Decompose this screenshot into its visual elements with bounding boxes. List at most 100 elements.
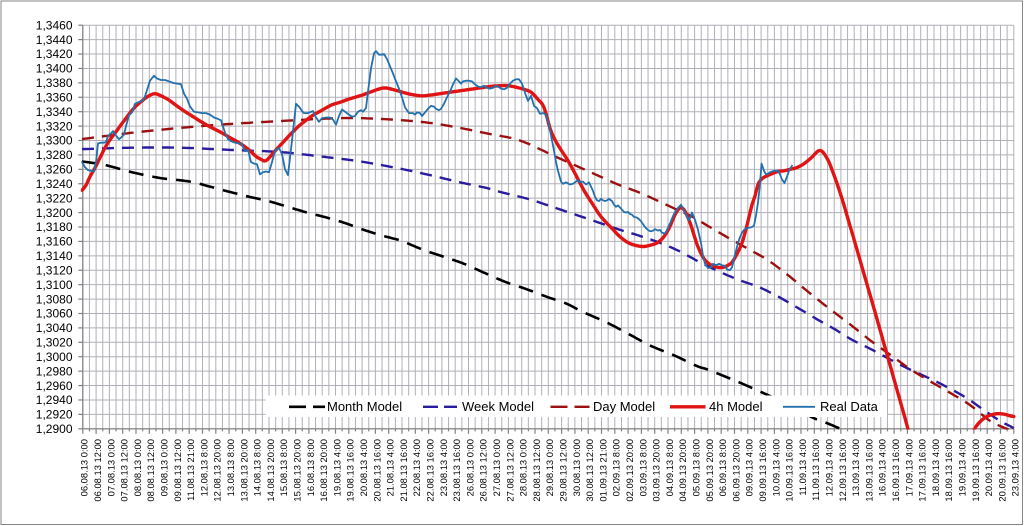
svg-text:1,2900: 1,2900 <box>36 422 73 436</box>
svg-text:1,3160: 1,3160 <box>36 235 73 249</box>
svg-text:06.09.13 8:00: 06.09.13 8:00 <box>717 439 728 496</box>
svg-text:21.08.13 4:00: 21.08.13 4:00 <box>385 439 396 496</box>
svg-text:09.09.13 4:00: 09.09.13 4:00 <box>744 439 755 496</box>
svg-text:10.09.13 16:00: 10.09.13 16:00 <box>784 439 795 502</box>
svg-text:19.09.13 16:00: 19.09.13 16:00 <box>970 439 981 502</box>
svg-text:1,3320: 1,3320 <box>36 119 73 133</box>
svg-text:12.08.13 8:00: 12.08.13 8:00 <box>198 439 209 496</box>
svg-text:09.08.13 12:00: 09.08.13 12:00 <box>172 439 183 502</box>
svg-text:14.08.13 20:00: 14.08.13 20:00 <box>265 439 276 502</box>
svg-text:1,3420: 1,3420 <box>36 47 73 61</box>
svg-text:1,3180: 1,3180 <box>36 220 73 234</box>
svg-text:1,3100: 1,3100 <box>36 278 73 292</box>
svg-text:09.08.13 0:00: 09.08.13 0:00 <box>159 439 170 496</box>
svg-text:03.09.13 20:00: 03.09.13 20:00 <box>651 439 662 502</box>
svg-text:07.08.13 0:00: 07.08.13 0:00 <box>105 439 116 496</box>
svg-text:16.08.13 20:00: 16.08.13 20:00 <box>318 439 329 502</box>
svg-text:1,3000: 1,3000 <box>36 350 73 364</box>
svg-text:08.08.13 12:00: 08.08.13 12:00 <box>145 439 156 502</box>
svg-text:06.08.13 0:00: 06.08.13 0:00 <box>79 439 90 496</box>
svg-text:28.08.13 0:00: 28.08.13 0:00 <box>518 439 529 496</box>
svg-text:1,3220: 1,3220 <box>36 191 73 205</box>
svg-text:1,3080: 1,3080 <box>36 292 73 306</box>
svg-text:18.09.13 4:00: 18.09.13 4:00 <box>930 439 941 496</box>
svg-text:Real Data: Real Data <box>820 399 879 414</box>
svg-text:28.08.13 12:00: 28.08.13 12:00 <box>531 439 542 502</box>
svg-text:02.09.13 8:00: 02.09.13 8:00 <box>611 439 622 496</box>
svg-text:27.08.13 0:00: 27.08.13 0:00 <box>491 439 502 496</box>
svg-text:15.08.13 8:00: 15.08.13 8:00 <box>278 439 289 496</box>
svg-text:13.09.13 4:00: 13.09.13 4:00 <box>850 439 861 496</box>
svg-text:29.08.13 0:00: 29.08.13 0:00 <box>544 439 555 496</box>
svg-text:11.09.13 4:00: 11.09.13 4:00 <box>797 439 808 496</box>
svg-text:1,3280: 1,3280 <box>36 148 73 162</box>
svg-text:Day Model: Day Model <box>593 399 655 414</box>
svg-text:05.09.13 20:00: 05.09.13 20:00 <box>704 439 715 502</box>
svg-text:20.09.13 16:00: 20.09.13 16:00 <box>996 439 1007 502</box>
svg-text:19.08.13 4:00: 19.08.13 4:00 <box>331 439 342 496</box>
svg-text:1,3240: 1,3240 <box>36 177 73 191</box>
svg-text:26.08.13 0:00: 26.08.13 0:00 <box>464 439 475 496</box>
svg-text:19.08.13 16:00: 19.08.13 16:00 <box>345 439 356 502</box>
svg-text:1,3200: 1,3200 <box>36 206 73 220</box>
svg-text:13.09.13 16:00: 13.09.13 16:00 <box>863 439 874 502</box>
svg-text:13.08.13 8:00: 13.08.13 8:00 <box>225 439 236 496</box>
svg-text:1,2920: 1,2920 <box>36 408 73 422</box>
svg-text:1,3440: 1,3440 <box>36 33 73 47</box>
svg-text:07.08.13 12:00: 07.08.13 12:00 <box>119 439 130 502</box>
svg-text:11.09.13 16:00: 11.09.13 16:00 <box>810 439 821 501</box>
svg-text:21.08.13 16:00: 21.08.13 16:00 <box>398 439 409 502</box>
svg-text:14.08.13 8:00: 14.08.13 8:00 <box>252 439 263 496</box>
svg-text:Month Model: Month Model <box>327 399 402 414</box>
svg-text:1,3340: 1,3340 <box>36 105 73 119</box>
svg-text:1,3120: 1,3120 <box>36 263 73 277</box>
svg-text:1,2980: 1,2980 <box>36 364 73 378</box>
svg-text:02.09.13 20:00: 02.09.13 20:00 <box>624 439 635 502</box>
svg-text:30.08.13 12:00: 30.08.13 12:00 <box>584 439 595 502</box>
svg-text:20.08.13 16:00: 20.08.13 16:00 <box>371 439 382 502</box>
svg-text:23.09.13 4:00: 23.09.13 4:00 <box>1010 439 1021 496</box>
svg-text:19.09.13 4:00: 19.09.13 4:00 <box>957 439 968 496</box>
svg-text:05.09.13 8:00: 05.09.13 8:00 <box>691 439 702 496</box>
svg-text:12.09.13 16:00: 12.09.13 16:00 <box>837 439 848 502</box>
svg-text:12.08.13 20:00: 12.08.13 20:00 <box>212 439 223 502</box>
svg-text:16.08.13 8:00: 16.08.13 8:00 <box>305 439 316 496</box>
svg-text:4h Model: 4h Model <box>709 399 763 414</box>
svg-text:17.09.13 4:00: 17.09.13 4:00 <box>903 439 914 496</box>
svg-text:Week Model: Week Model <box>462 399 534 414</box>
svg-text:06.09.13 20:00: 06.09.13 20:00 <box>730 439 741 502</box>
svg-text:1,3400: 1,3400 <box>36 62 73 76</box>
svg-text:1,2960: 1,2960 <box>36 379 73 393</box>
svg-text:09.09.13 16:00: 09.09.13 16:00 <box>757 439 768 502</box>
svg-text:30.08.13 0:00: 30.08.13 0:00 <box>571 439 582 496</box>
svg-text:20.09.13 4:00: 20.09.13 4:00 <box>983 439 994 496</box>
svg-text:13.08.13 20:00: 13.08.13 20:00 <box>238 439 249 502</box>
svg-text:18.09.13 16:00: 18.09.13 16:00 <box>943 439 954 502</box>
svg-text:01.09.13 21:00: 01.09.13 21:00 <box>597 439 608 502</box>
svg-text:16.09.13 4:00: 16.09.13 4:00 <box>877 439 888 496</box>
svg-text:15.08.13 20:00: 15.08.13 20:00 <box>292 439 303 502</box>
svg-text:23.08.13 16:00: 23.08.13 16:00 <box>451 439 462 502</box>
svg-text:27.08.13 12:00: 27.08.13 12:00 <box>504 439 515 502</box>
svg-text:04.09.13 8:00: 04.09.13 8:00 <box>664 439 675 496</box>
svg-text:11.08.13 21:00: 11.08.13 21:00 <box>185 439 196 501</box>
svg-text:23.08.13 4:00: 23.08.13 4:00 <box>438 439 449 496</box>
svg-text:06.08.13 12:00: 06.08.13 12:00 <box>92 439 103 502</box>
svg-text:20.08.13 4:00: 20.08.13 4:00 <box>358 439 369 496</box>
svg-text:26.08.13 12:00: 26.08.13 12:00 <box>478 439 489 502</box>
svg-text:1,3360: 1,3360 <box>36 91 73 105</box>
svg-text:04.09.13 20:00: 04.09.13 20:00 <box>677 439 688 502</box>
svg-text:1,3040: 1,3040 <box>36 321 73 335</box>
svg-text:1,2940: 1,2940 <box>36 393 73 407</box>
svg-text:1,3060: 1,3060 <box>36 307 73 321</box>
svg-text:1,3260: 1,3260 <box>36 163 73 177</box>
svg-text:22.08.13 16:00: 22.08.13 16:00 <box>425 439 436 502</box>
svg-text:17.09.13 16:00: 17.09.13 16:00 <box>917 439 928 502</box>
svg-text:10.09.13 4:00: 10.09.13 4:00 <box>770 439 781 496</box>
svg-text:12.09.13 4:00: 12.09.13 4:00 <box>824 439 835 496</box>
svg-text:22.08.13 4:00: 22.08.13 4:00 <box>411 439 422 496</box>
svg-text:03.09.13 8:00: 03.09.13 8:00 <box>637 439 648 496</box>
svg-text:1,3140: 1,3140 <box>36 249 73 263</box>
svg-text:1,3460: 1,3460 <box>36 18 73 32</box>
svg-text:1,3020: 1,3020 <box>36 336 73 350</box>
